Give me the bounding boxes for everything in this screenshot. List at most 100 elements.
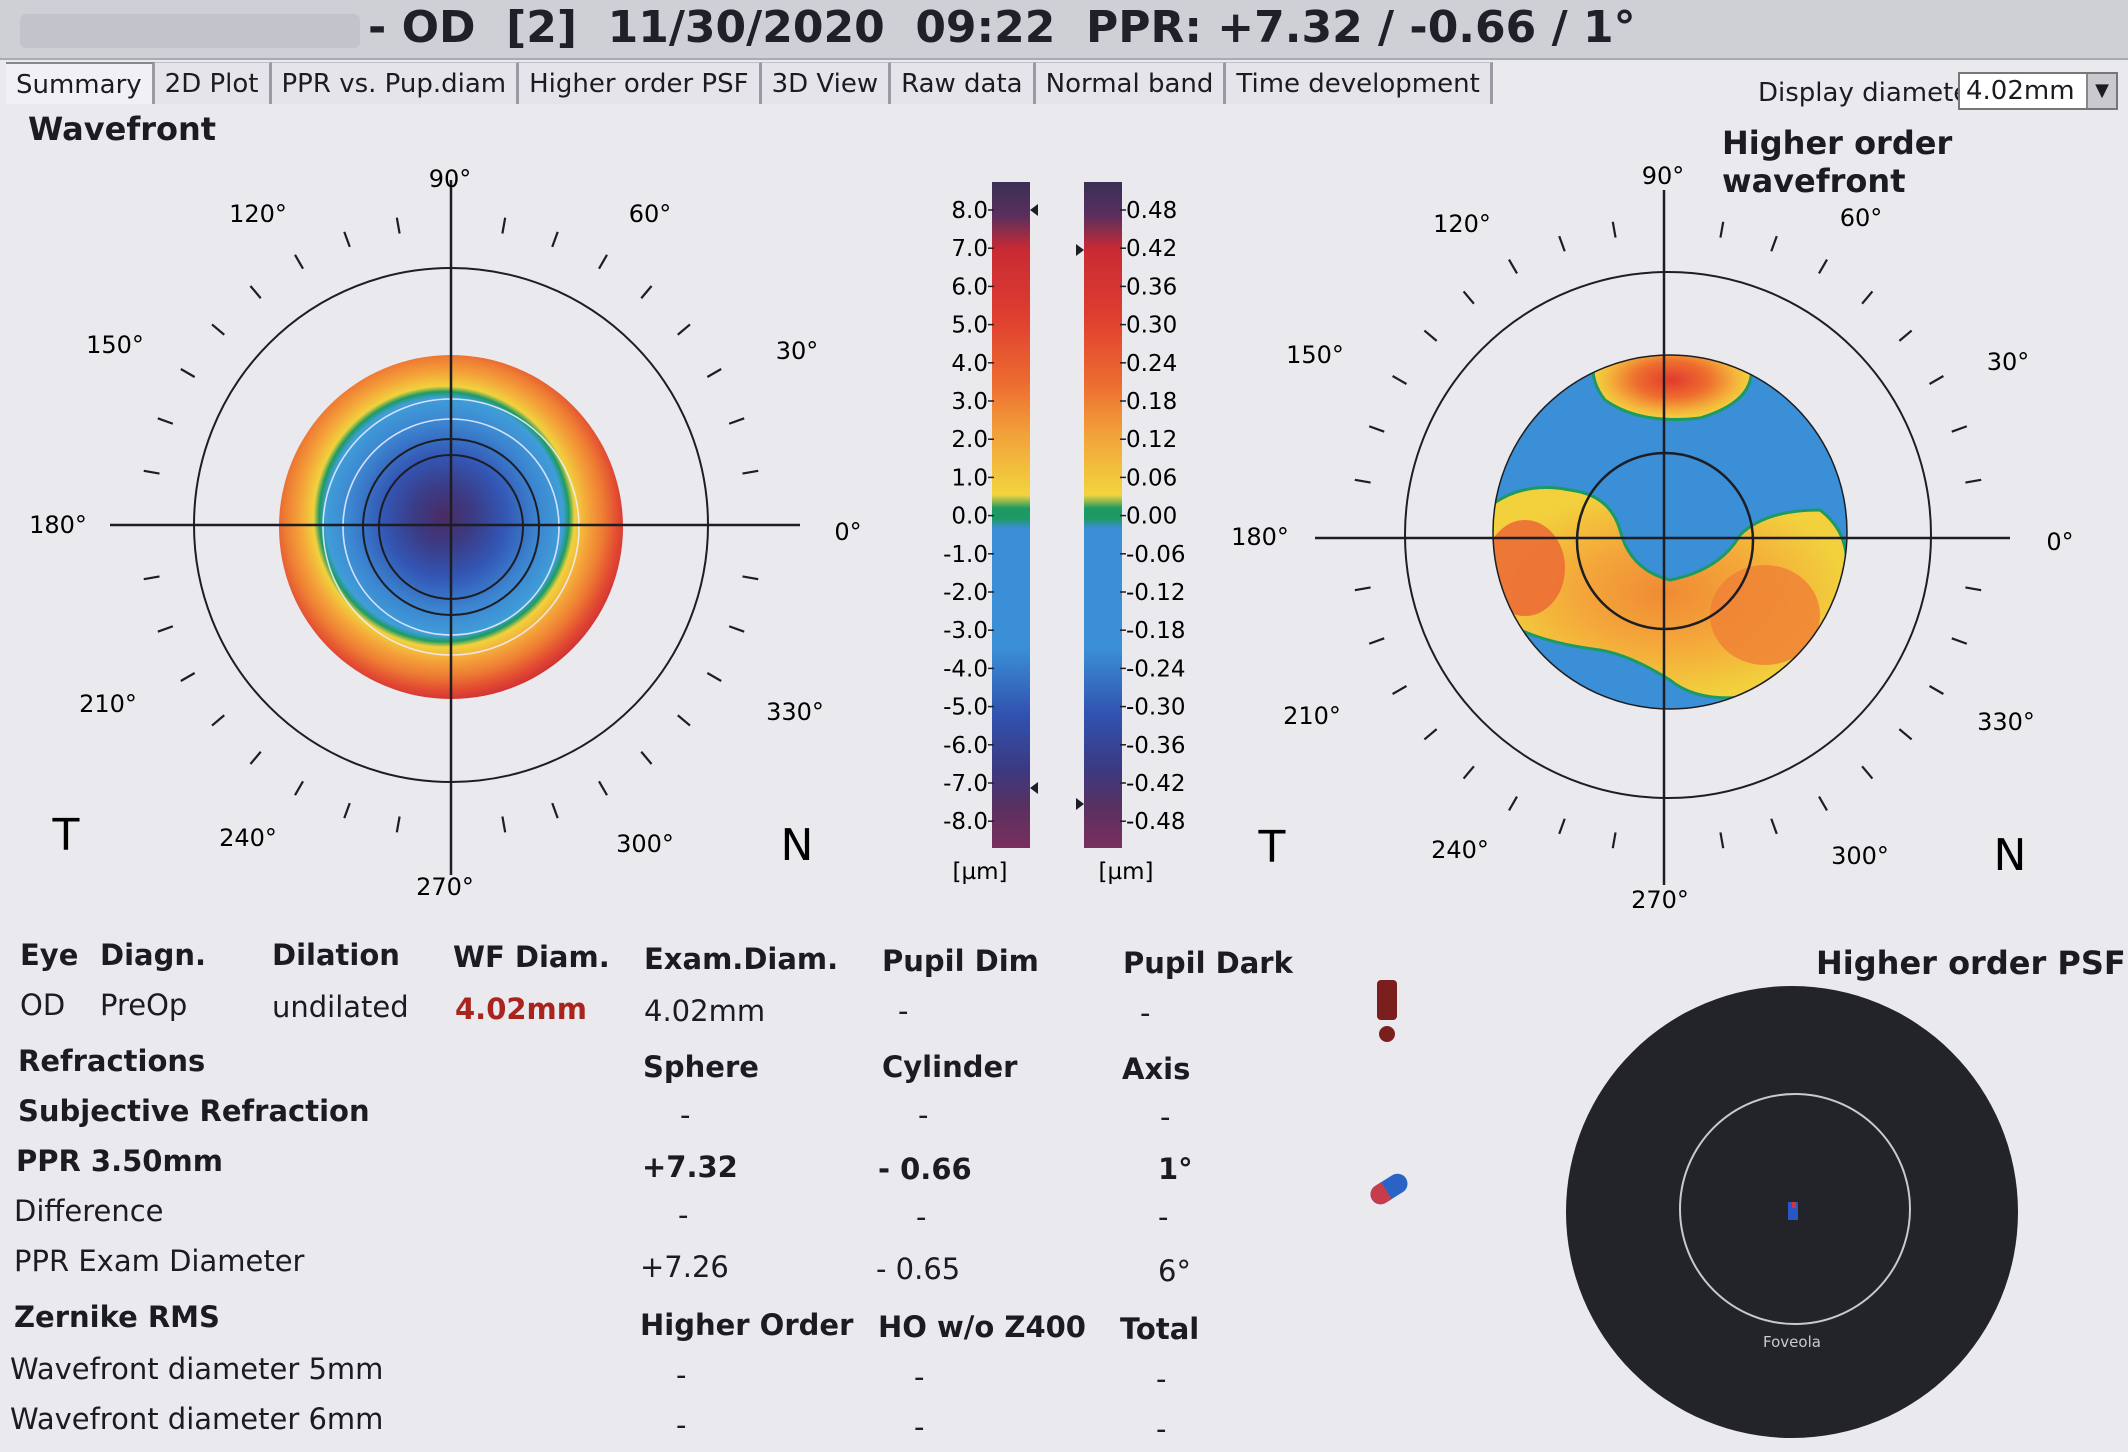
left-scale-tick-label: 3.0 <box>951 389 988 415</box>
angle-label-330: 330° <box>766 698 824 726</box>
angle-tick <box>501 217 507 234</box>
right-scale-tick-label: 0.30 <box>1126 313 1177 339</box>
cylinder-header: Cylinder <box>882 1050 1018 1084</box>
refractions-title: Refractions <box>18 1044 206 1078</box>
angle-tick <box>1770 818 1778 835</box>
angle-tick <box>1368 637 1385 645</box>
right-scale-tick-label: 0.18 <box>1126 389 1177 415</box>
scale-marker <box>1076 798 1084 810</box>
wavefront-title: Wavefront <box>28 110 217 148</box>
angle-tick <box>343 231 351 248</box>
ppr-label: PPR 3.50mm <box>16 1144 223 1178</box>
angle-label-60: 60° <box>629 200 672 228</box>
subjective-cylinder: - <box>918 1098 929 1132</box>
angle-tick <box>294 780 304 796</box>
angle-tick <box>249 285 262 299</box>
exam-diam-value: 4.02mm <box>644 994 766 1028</box>
angle-tick <box>1951 425 1968 433</box>
left-scale-tick-label: 0.0 <box>951 504 988 530</box>
left-scale-tick-label: -1.0 <box>943 542 988 568</box>
angle-tick <box>742 575 759 581</box>
angle-tick <box>598 780 608 796</box>
angle-tick <box>1965 478 1982 484</box>
angle-tick <box>742 469 759 475</box>
angle-tick <box>249 751 262 765</box>
angle-tick <box>294 254 304 270</box>
ho-color-bar <box>1084 182 1122 848</box>
angle-tick <box>640 751 653 765</box>
pupil-dim-header: Pupil Dim <box>882 944 1039 978</box>
angle-tick <box>211 323 225 336</box>
scale-marker <box>1030 782 1038 794</box>
right-scale-tick-label: 0.36 <box>1126 274 1177 300</box>
angle-tick <box>501 816 507 833</box>
angle-tick <box>1611 221 1617 238</box>
wf-6mm-ho: - <box>676 1408 687 1442</box>
left-scale-tick-label: -5.0 <box>943 695 988 721</box>
ppr-sphere: +7.32 <box>642 1150 738 1184</box>
left-scale-tick-label: 6.0 <box>951 274 988 300</box>
subjective-refraction-label: Subjective Refraction <box>18 1094 370 1128</box>
ppr-exam-cylinder: - 0.65 <box>876 1252 961 1286</box>
angle-label-240: 240° <box>1431 836 1489 864</box>
pupil-dim-value: - <box>898 994 909 1028</box>
angle-label-60: 60° <box>1840 204 1883 232</box>
right-scale-tick-label: -0.24 <box>1126 656 1186 682</box>
ppr-cylinder: - 0.66 <box>878 1152 972 1186</box>
angle-tick <box>728 625 745 633</box>
capsule-icon[interactable] <box>1364 1168 1414 1210</box>
angle-label-120: 120° <box>1433 210 1491 238</box>
angle-label-30: 30° <box>1987 348 2030 376</box>
angle-tick <box>395 816 401 833</box>
left-scale-tick-label: -7.0 <box>943 771 988 797</box>
angle-label-180: 180° <box>29 511 87 539</box>
tab-higher-order-psf[interactable]: Higher order PSF <box>519 62 762 104</box>
chevron-down-icon[interactable]: ▼ <box>2086 74 2116 108</box>
angle-tick <box>1719 221 1725 238</box>
higher-order-header: Higher Order <box>640 1308 854 1342</box>
tab-summary[interactable]: Summary <box>6 62 155 104</box>
display-diameter-select[interactable]: 4.02mm ▼ <box>1958 72 2118 110</box>
tab-2d-plot[interactable]: 2D Plot <box>154 62 272 104</box>
sphere-header: Sphere <box>643 1050 759 1084</box>
nasal-label: N <box>781 820 814 871</box>
tab-3d-view[interactable]: 3D View <box>761 62 892 104</box>
angle-label-150: 150° <box>86 331 144 359</box>
higher-order-wavefront-map: 90° 60° 30° 0° 330° 300° 270° 240° 210° … <box>1231 162 2074 914</box>
temporal-label: T <box>1258 822 1286 873</box>
left-scale-tick-label: 5.0 <box>951 313 988 339</box>
angle-label-210: 210° <box>1283 702 1341 730</box>
angle-tick <box>211 714 225 727</box>
angle-label-0: 0° <box>834 518 861 546</box>
diagnosis-header: Diagn. <box>100 938 207 972</box>
wavefront-map: 90° 60° 30° 0° 330° 300° 270° 240° 210° … <box>29 165 862 901</box>
angle-tick <box>1508 259 1518 275</box>
angle-label-210: 210° <box>79 690 137 718</box>
tab-normal-band[interactable]: Normal band <box>1035 62 1227 104</box>
right-scale-tick-label: 0.24 <box>1126 351 1177 377</box>
angle-tick <box>157 417 174 425</box>
left-scale-tick-label: -2.0 <box>943 580 988 606</box>
exam-title: - OD [2] 11/30/2020 09:22 PPR: +7.32 / -… <box>368 2 1636 53</box>
dilation-header: Dilation <box>272 938 400 972</box>
pupil-dark-value: - <box>1140 996 1151 1030</box>
pupil-dark-header: Pupil Dark <box>1123 946 1293 980</box>
tab-raw-data[interactable]: Raw data <box>891 62 1036 104</box>
angle-tick <box>551 231 559 248</box>
eye-header: Eye <box>20 938 79 972</box>
exclamation-icon[interactable] <box>1372 978 1402 1044</box>
tab-time-development[interactable]: Time development <box>1226 62 1493 104</box>
angle-tick <box>1719 832 1725 849</box>
right-scale-tick-label: 0.48 <box>1126 198 1177 224</box>
display-diameter-value: 4.02mm <box>1966 76 2075 106</box>
left-scale-tick-label: 4.0 <box>951 351 988 377</box>
left-scale-tick-label: -4.0 <box>943 656 988 682</box>
title-bar: - OD [2] 11/30/2020 09:22 PPR: +7.32 / -… <box>0 0 2128 60</box>
angle-tick <box>1818 259 1828 275</box>
angle-tick <box>1928 375 1944 385</box>
angle-tick <box>1861 290 1874 305</box>
ho-color-disc <box>1493 355 1847 709</box>
right-scale-tick-label: 0.42 <box>1126 236 1177 262</box>
tab-ppr-vs-pupil-diameter[interactable]: PPR vs. Pup.diam <box>271 62 520 104</box>
color-scales: 8.0 7.0 6.0 5.0 4.0 3.0 2.0 1.0 0.0 -1.0 -2.0 -3.0 -… <box>943 182 1186 885</box>
